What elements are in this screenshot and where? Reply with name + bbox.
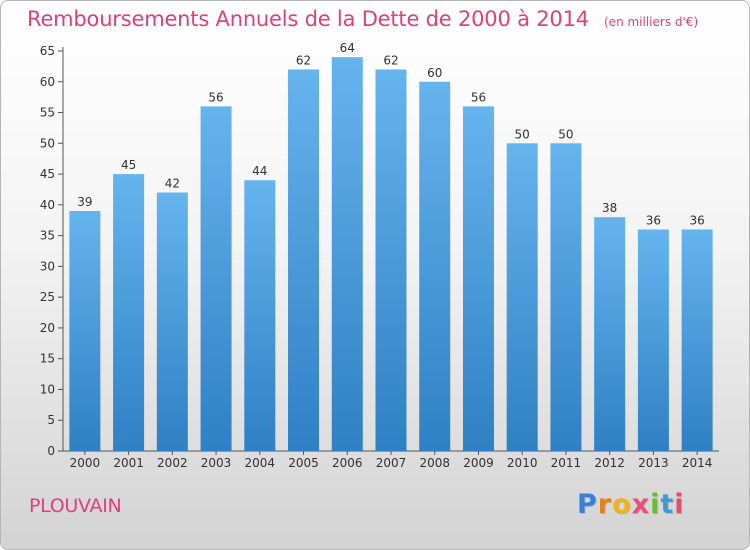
y-tick-label: 55 — [40, 106, 55, 120]
logo-letter: o — [612, 489, 632, 520]
bar — [69, 211, 101, 451]
data-label: 62 — [296, 53, 311, 67]
bar — [113, 174, 145, 452]
y-tick-label: 0 — [47, 444, 55, 458]
data-label: 64 — [340, 41, 355, 55]
x-tick-label: 2001 — [113, 456, 144, 470]
bar — [550, 143, 582, 452]
y-tick-label: 65 — [40, 44, 55, 58]
bar — [506, 143, 538, 452]
y-tick-label: 35 — [40, 229, 55, 243]
logo-letter: P — [577, 489, 598, 520]
axes: 0 5 10 15 20 25 30 35 40 45 50 55 60 65 2000 2001 2002 20… — [40, 44, 719, 470]
bar — [462, 106, 494, 451]
chart-title: Remboursements Annuels de la Dette de 20… — [27, 7, 589, 31]
x-tick-label: 2000 — [70, 456, 101, 470]
y-tick-label: 5 — [47, 413, 55, 427]
logo-letter: x — [631, 489, 651, 520]
bar — [594, 217, 626, 451]
y-tick-label: 20 — [40, 321, 55, 335]
y-tick-label: 50 — [40, 136, 55, 150]
x-tick-label: 2011 — [551, 456, 582, 470]
y-tick-label: 15 — [40, 352, 55, 366]
y-tick-label: 45 — [40, 167, 55, 181]
y-tick-label: 10 — [40, 382, 55, 396]
y-tick-label: 60 — [40, 75, 55, 89]
x-tick-label: 2009 — [463, 456, 494, 470]
logo-letter: i — [650, 489, 661, 520]
data-labels: 39 45 42 56 44 62 64 62 60 56 50 50 38 36 36 — [77, 41, 705, 227]
bar — [637, 229, 669, 451]
x-tick-label: 2005 — [288, 456, 319, 470]
bar — [419, 81, 451, 452]
x-tick-label: 2006 — [332, 456, 363, 470]
data-label: 38 — [602, 201, 617, 215]
bar — [375, 69, 407, 451]
data-label: 42 — [165, 177, 180, 191]
data-label: 50 — [515, 127, 530, 141]
logo-letter: r — [597, 489, 613, 520]
y-tick-label: 30 — [40, 259, 55, 273]
bar — [244, 180, 276, 451]
chart-unit: (en milliers d'€) — [604, 15, 699, 29]
title-row: Remboursements Annuels de la Dette de 20… — [27, 7, 698, 31]
data-label: 45 — [121, 158, 136, 172]
bar — [200, 106, 232, 451]
x-tick-label: 2013 — [638, 456, 669, 470]
x-tick-label: 2014 — [682, 456, 713, 470]
logo-letter: i — [674, 489, 685, 520]
bar — [331, 57, 363, 452]
x-tick-label: 2007 — [376, 456, 407, 470]
x-tick-label: 2002 — [157, 456, 188, 470]
data-label: 44 — [252, 164, 267, 178]
data-label: 62 — [383, 53, 398, 67]
data-label: 50 — [558, 127, 573, 141]
x-tick-label: 2004 — [245, 456, 276, 470]
bar — [288, 69, 320, 451]
bar — [156, 192, 188, 452]
x-tick-label: 2008 — [419, 456, 450, 470]
data-label: 56 — [208, 90, 223, 104]
x-tick-label: 2010 — [507, 456, 538, 470]
proxiti-logo[interactable]: Proxiti — [577, 489, 685, 520]
x-tick-label: 2003 — [201, 456, 232, 470]
y-tick-label: 40 — [40, 198, 55, 212]
bar — [681, 229, 713, 451]
data-label: 60 — [427, 66, 442, 80]
data-label: 36 — [689, 213, 704, 227]
bars — [69, 57, 713, 452]
data-label: 56 — [471, 90, 486, 104]
data-label: 39 — [77, 195, 92, 209]
x-tick-label: 2012 — [594, 456, 625, 470]
y-tick-label: 25 — [40, 290, 55, 304]
commune-name: PLOUVAIN — [29, 495, 122, 517]
data-label: 36 — [646, 213, 661, 227]
logo-letter: t — [660, 489, 675, 520]
